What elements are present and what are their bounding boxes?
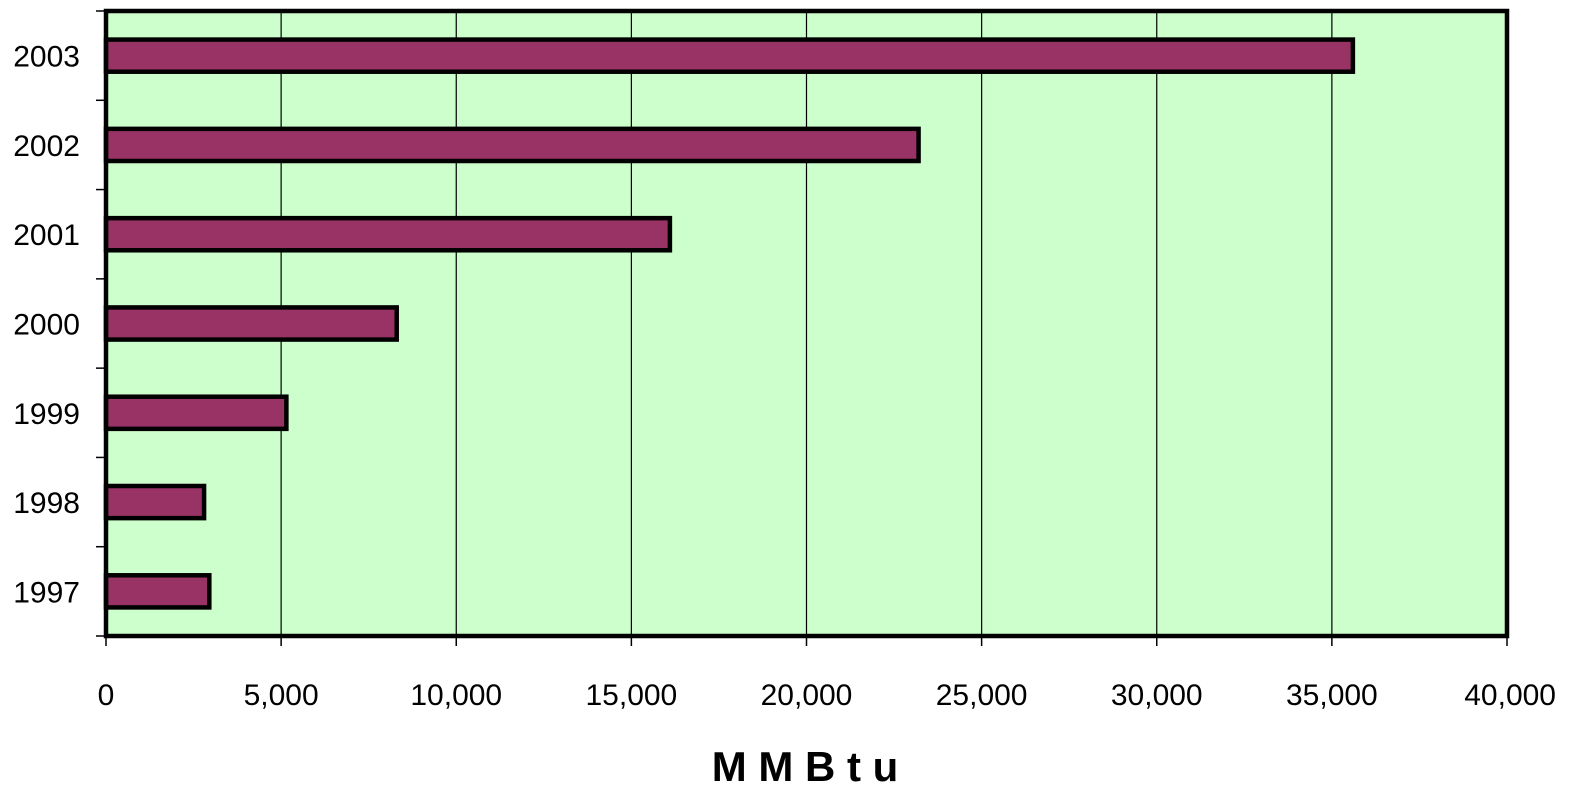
plot-frame [103, 8, 1510, 639]
y-tick-label-1998: 1998 [13, 487, 80, 520]
y-tick-label-2001: 2001 [13, 219, 80, 252]
x-axis-tick-labels: 0 5,000 10,000 15,000 20,000 25,000 30,000 35,0… [98, 679, 1556, 712]
x-axis-title: M M B t u [712, 743, 899, 790]
gridlines [280, 11, 1333, 636]
x-tick-label-5: 25,000 [936, 679, 1028, 712]
bar-2001 [103, 215, 673, 253]
bar-1997 [103, 573, 212, 610]
bar-1999 [103, 394, 289, 432]
x-tick-label-1: 5,000 [244, 679, 319, 712]
y-tick-label-1997: 1997 [13, 576, 80, 609]
bar-2003 [103, 37, 1356, 74]
bar-2002 [103, 126, 921, 164]
bar-2000 [103, 305, 399, 342]
y-axis-tick-labels: 1997 1998 1999 2000 2001 2002 2003 [13, 41, 80, 610]
x-tick-label-0: 0 [98, 679, 115, 712]
y-tick-label-2003: 2003 [13, 41, 80, 74]
y-tick-label-2000: 2000 [13, 309, 80, 342]
bars [103, 37, 1356, 610]
x-tick-label-2: 10,000 [410, 679, 502, 712]
x-tick-label-4: 20,000 [761, 679, 853, 712]
x-tick-label-8: 40,000 [1464, 679, 1556, 712]
x-tick-label-7: 35,000 [1286, 679, 1378, 712]
bar-1998 [103, 483, 207, 521]
x-tick-label-6: 30,000 [1111, 679, 1203, 712]
y-tick-label-2002: 2002 [13, 130, 80, 163]
x-tick-label-3: 15,000 [585, 679, 677, 712]
y-tick-label-1999: 1999 [13, 398, 80, 431]
